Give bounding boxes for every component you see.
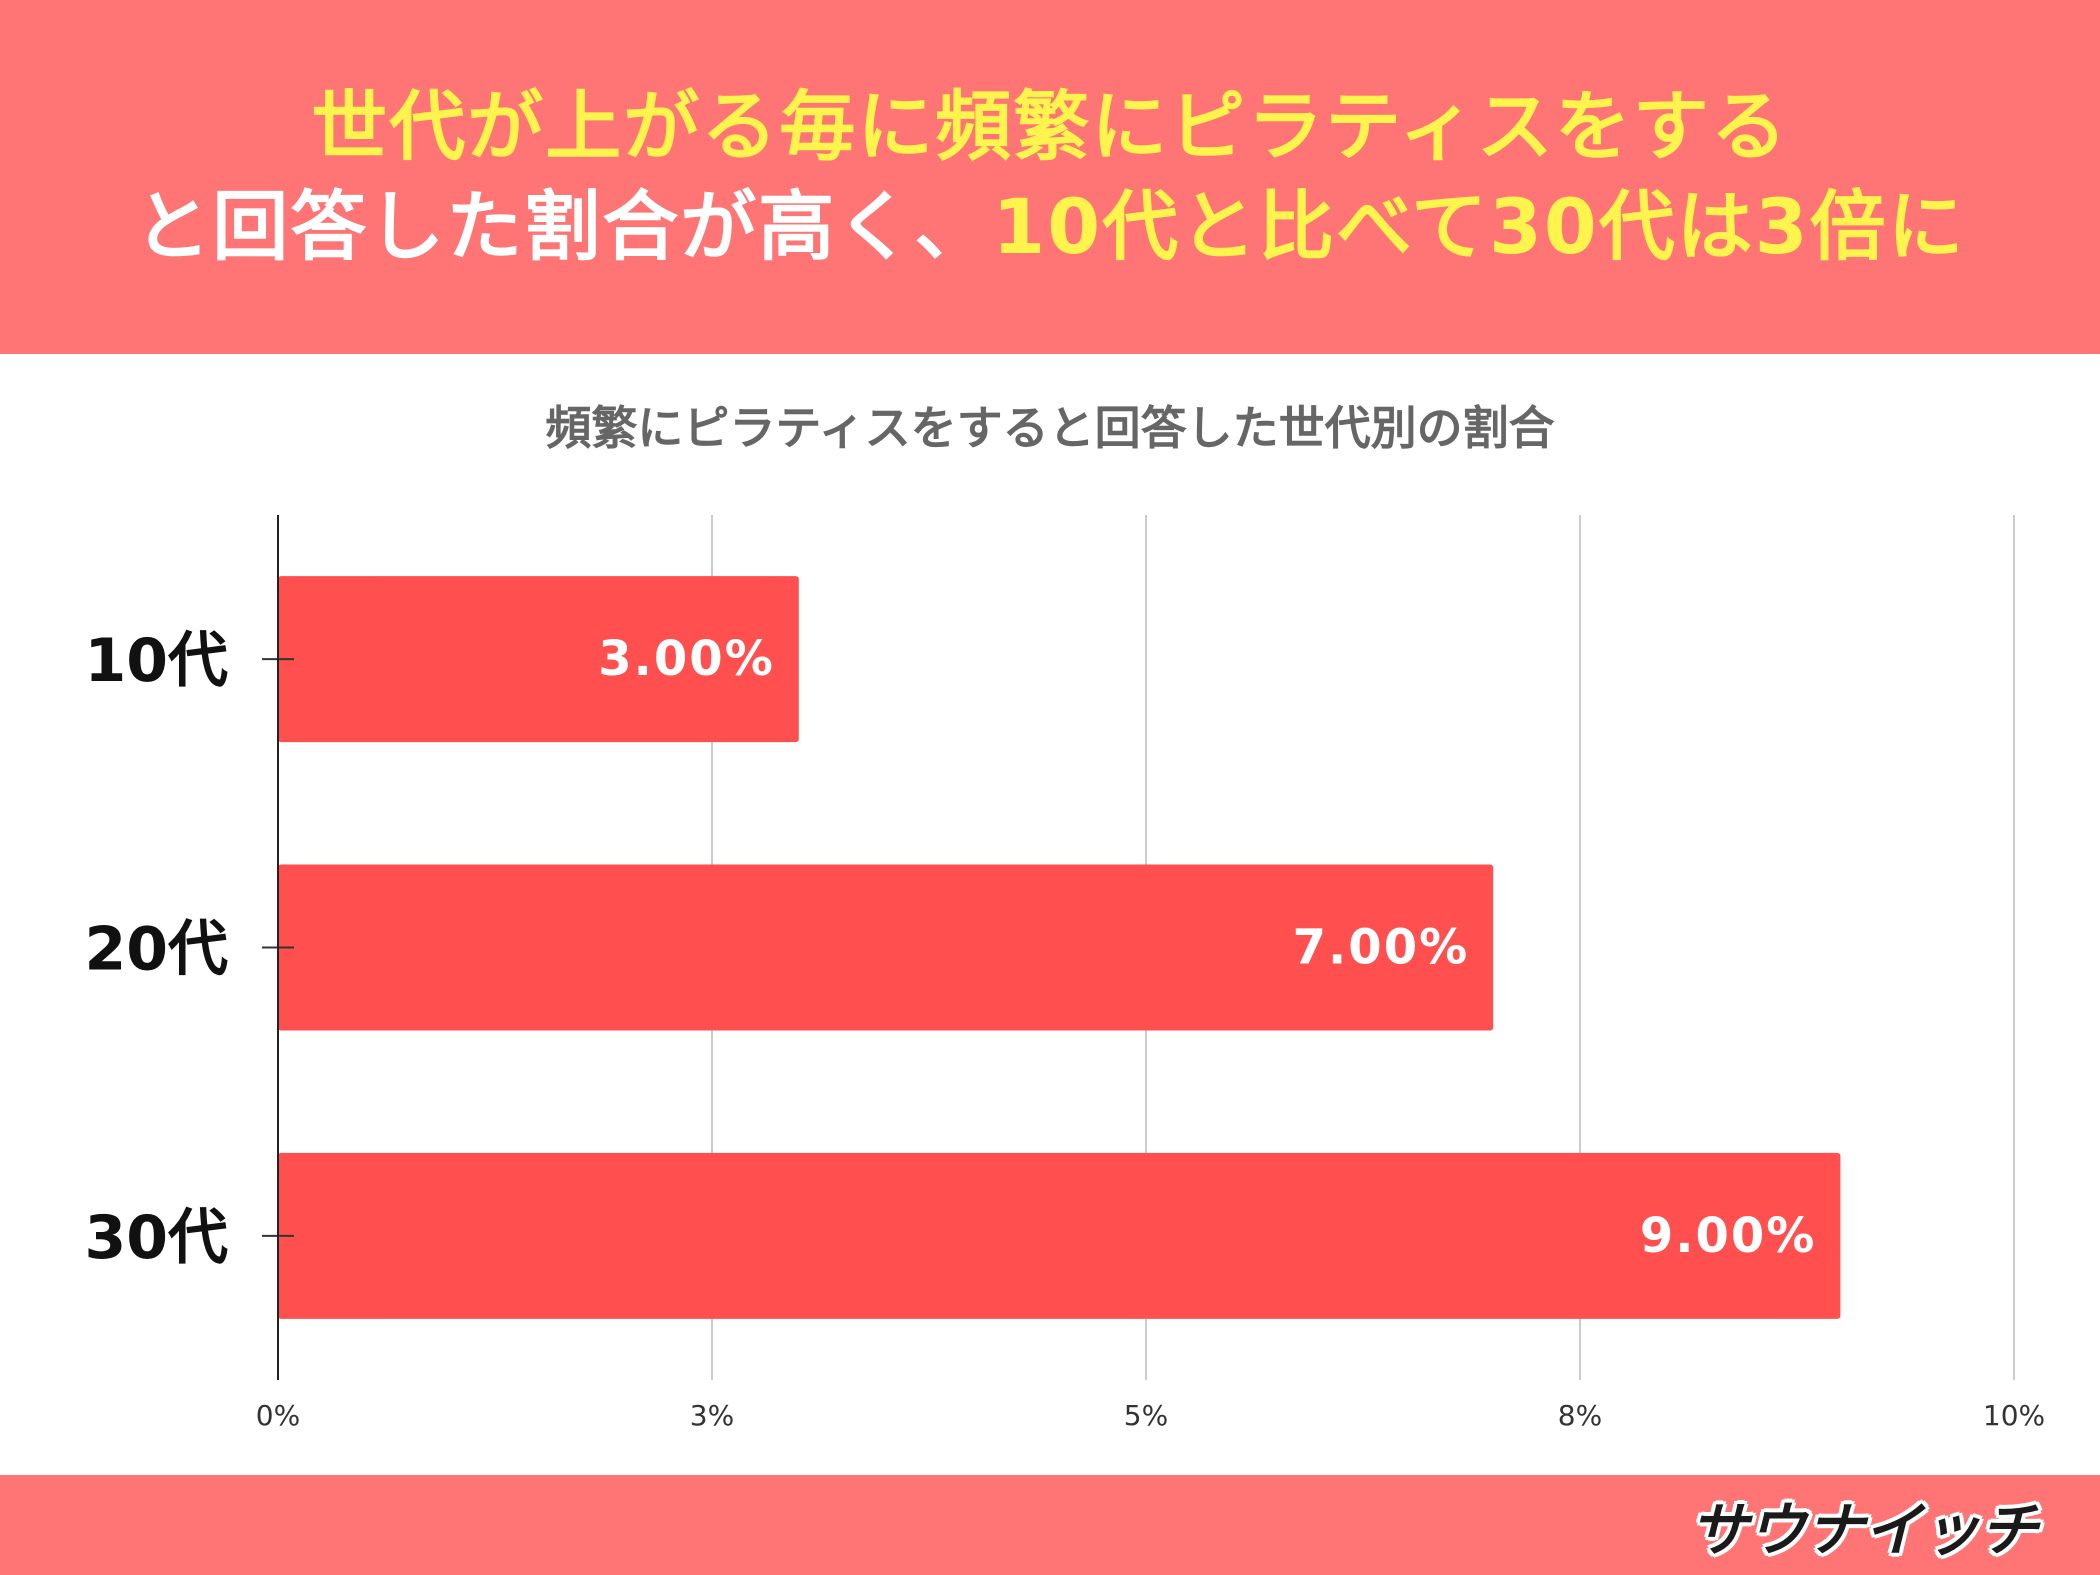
- bar-value-label: 7.00%: [1293, 920, 1470, 976]
- sauna-hat-logo-icon: サウナイッチ: [1689, 1496, 2038, 1564]
- bar-chart: 0% 3% 5% 8% 10% 3.00% 10代 7.00% 20代 9.00% 30代: [85, 515, 2045, 1432]
- headline-line-1-segment: 世代が上がる毎に頻繁にピラティスをする: [311, 82, 1789, 171]
- headline-line-2-segment: 10代と比べて30代は3倍に: [992, 182, 1966, 271]
- headline-line-1: 世代が上がる毎に頻繁にピラティスをする: [311, 77, 1788, 177]
- x-tick-label: 3%: [690, 1399, 734, 1432]
- x-tick-label: 10%: [1983, 1399, 2045, 1432]
- chart-title: 頻繁にピラティスをすると回答した世代別の割合: [545, 401, 1555, 455]
- category-label: 10代: [85, 626, 229, 696]
- category-label: 20代: [85, 915, 229, 985]
- x-tick-label: 8%: [1558, 1399, 1602, 1432]
- x-tick-label: 5%: [1124, 1399, 1168, 1432]
- brand-logo: サウナイッチ: [1690, 1493, 2038, 1564]
- bar: [278, 864, 1494, 1031]
- footer-banner: サウナイッチ: [0, 1475, 2100, 1575]
- category-label: 30代: [85, 1203, 229, 1273]
- headline-line-2-segment: と回答した割合が高く、: [134, 182, 993, 271]
- header-banner: 世代が上がる毎に頻繁にピラティスをする と回答した割合が高く、10代と比べて30…: [0, 0, 2100, 354]
- bar: [278, 576, 799, 743]
- bar-value-label: 3.00%: [598, 631, 775, 687]
- x-tick-label: 0%: [256, 1399, 300, 1432]
- bar: [278, 1152, 1841, 1319]
- bar-value-label: 9.00%: [1640, 1208, 1817, 1264]
- headline-line-2: と回答した割合が高く、10代と比べて30代は3倍に: [134, 177, 1965, 277]
